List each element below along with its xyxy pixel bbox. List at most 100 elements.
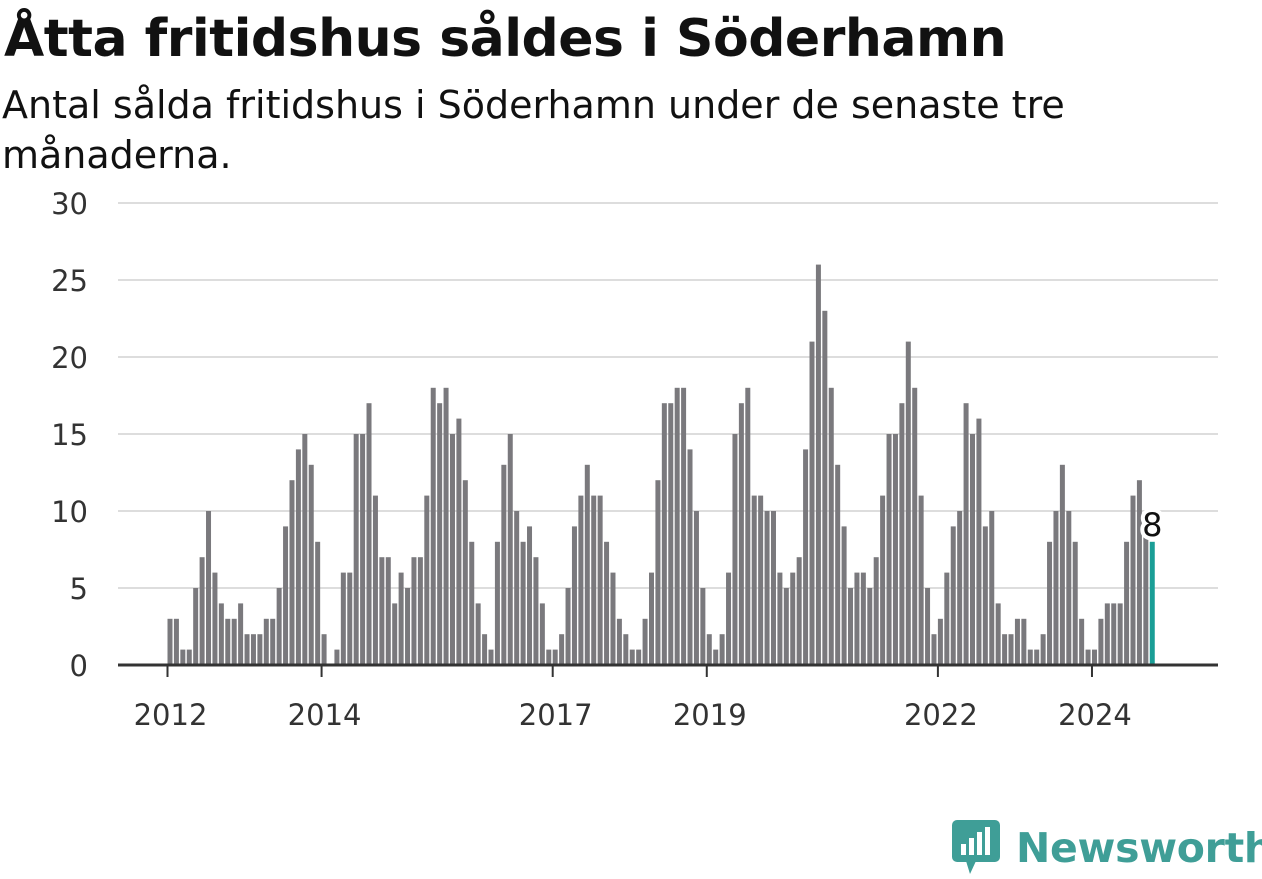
bar: [1091, 649, 1097, 665]
bar-highlight: [1149, 541, 1155, 665]
bar: [366, 403, 372, 665]
bar: [430, 387, 436, 665]
bar: [1143, 526, 1149, 665]
bar: [257, 634, 263, 665]
bar: [308, 464, 314, 665]
bar: [514, 511, 520, 665]
bar: [225, 618, 231, 665]
bar: [1047, 541, 1053, 665]
bar: [751, 495, 757, 665]
bar: [854, 572, 860, 665]
bar: [610, 572, 616, 665]
bar: [417, 557, 423, 665]
bar: [790, 572, 796, 665]
bar: [815, 264, 821, 665]
bar: [925, 588, 931, 665]
bar: [494, 541, 500, 665]
bar: [244, 634, 250, 665]
bar: [507, 434, 513, 665]
x-tick-label: 2022: [904, 698, 978, 732]
bar: [250, 634, 256, 665]
bar: [989, 511, 995, 665]
bar: [424, 495, 430, 665]
bar: [186, 649, 192, 665]
bar: [982, 526, 988, 665]
bar: [597, 495, 603, 665]
bar: [700, 588, 706, 665]
bar: [1130, 495, 1136, 665]
bar: [828, 387, 834, 665]
bar: [726, 572, 732, 665]
bar: [584, 464, 590, 665]
bar: [1027, 649, 1033, 665]
bar: [616, 618, 622, 665]
bar: [1117, 603, 1123, 665]
bar: [276, 588, 282, 665]
bar: [783, 588, 789, 665]
bar: [360, 434, 366, 665]
bars: [167, 264, 1155, 665]
bar: [957, 511, 963, 665]
bar: [642, 618, 648, 665]
bar: [970, 434, 975, 665]
bar: [732, 434, 738, 665]
bar: [706, 634, 712, 665]
newsworthy-logo[interactable]: Newsworthy: [950, 818, 1262, 878]
gridlines: [118, 202, 1218, 589]
bar: [1021, 618, 1027, 665]
bar: [604, 541, 610, 665]
bar: [963, 403, 969, 665]
bar: [398, 572, 404, 665]
y-tick-label: 5: [70, 572, 88, 606]
y-tick-label: 30: [51, 187, 88, 221]
bar: [193, 588, 199, 665]
bar: [636, 649, 642, 665]
bar: [533, 557, 539, 665]
bar: [347, 572, 353, 665]
bar: [527, 526, 533, 665]
bar: [546, 649, 552, 665]
bar: [1053, 511, 1059, 665]
bar: [738, 403, 744, 665]
bar: [886, 434, 892, 665]
bar: [880, 495, 886, 665]
axes: [118, 663, 1218, 677]
bar: [1136, 480, 1142, 665]
bar: [283, 526, 289, 665]
bar: [693, 511, 699, 665]
brand-name: Newsworthy: [1016, 824, 1262, 872]
bar: [482, 634, 488, 665]
bar: [231, 618, 237, 665]
bar: [379, 557, 385, 665]
bar: [1104, 603, 1110, 665]
x-tick-label: 2014: [288, 698, 362, 732]
bar: [777, 572, 783, 665]
bar: [591, 495, 597, 665]
bar: [1085, 649, 1091, 665]
bar: [848, 588, 854, 665]
bar: [392, 603, 398, 665]
bar: [173, 618, 179, 665]
bar: [674, 387, 680, 665]
y-tick-label: 15: [51, 418, 88, 452]
bar: [918, 495, 924, 665]
x-tick-label: 2012: [134, 698, 208, 732]
bar: [745, 387, 751, 665]
bar: [623, 634, 629, 665]
bar: [571, 526, 577, 665]
bar: [501, 464, 507, 665]
bar: [835, 464, 841, 665]
bar: [199, 557, 205, 665]
bar: [167, 618, 173, 665]
bar: [1079, 618, 1085, 665]
bar: [218, 603, 224, 665]
x-tick-label: 2019: [673, 698, 747, 732]
bar: [873, 557, 879, 665]
bar: [803, 449, 809, 665]
bar: [758, 495, 764, 665]
bar: [1124, 541, 1130, 665]
bar: [1066, 511, 1072, 665]
x-tick-label: 2024: [1058, 698, 1132, 732]
bar: [315, 541, 321, 665]
